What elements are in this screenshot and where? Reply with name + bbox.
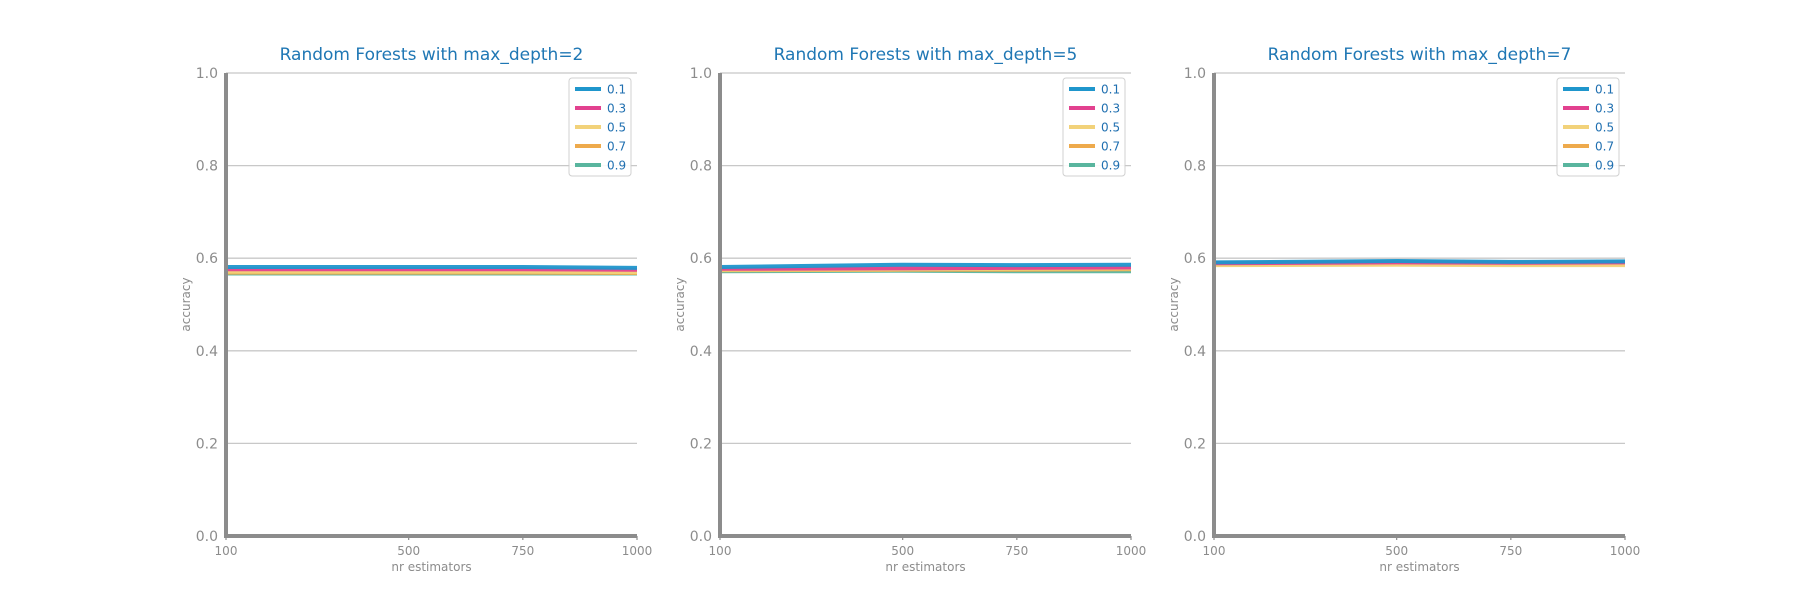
chart-3-y-tick-label-2: 0.4 xyxy=(1184,344,1206,360)
chart-2-legend-label-0.5: 0.5 xyxy=(1101,121,1120,135)
chart-2-x-tick-label-2: 750 xyxy=(1005,544,1028,558)
chart-1-x-tick-label-2: 750 xyxy=(511,544,534,558)
chart-2-x-tick-label-1: 500 xyxy=(891,544,914,558)
chart-1-x-tick-label-1: 500 xyxy=(397,544,420,558)
chart-3-legend-label-0.1: 0.1 xyxy=(1595,83,1614,97)
chart-1-x-tick-label-3: 1000 xyxy=(622,544,653,558)
chart-3-y-axis-label: accuracy xyxy=(1167,277,1181,331)
chart-1-y-tick-label-1: 0.2 xyxy=(196,436,218,452)
chart-3-x-tick-label-2: 750 xyxy=(1499,544,1522,558)
chart-1-title: Random Forests with max_depth=2 xyxy=(280,45,584,65)
chart-1-y-axis-label: accuracy xyxy=(179,277,193,331)
chart-3-y-tick-label-0: 0.0 xyxy=(1184,529,1206,545)
chart-2-y-axis-label: accuracy xyxy=(673,277,687,331)
chart-1-y-tick-label-4: 0.8 xyxy=(196,159,218,175)
chart-2-x-tick-label-3: 1000 xyxy=(1116,544,1147,558)
chart-1-y-tick-label-2: 0.4 xyxy=(196,344,218,360)
chart-1-legend-label-0.3: 0.3 xyxy=(607,102,626,116)
chart-2-legend-label-0.1: 0.1 xyxy=(1101,83,1120,97)
chart-2-y-tick-label-1: 0.2 xyxy=(690,436,712,452)
chart-1-legend-label-0.7: 0.7 xyxy=(607,140,626,154)
chart-3-y-tick-label-1: 0.2 xyxy=(1184,436,1206,452)
chart-1-y-tick-label-3: 0.6 xyxy=(196,251,218,267)
chart-1-x-tick-label-0: 100 xyxy=(215,544,238,558)
chart-1-series-line-0.5 xyxy=(226,269,638,275)
chart-1-series-line-0.1 xyxy=(226,265,638,270)
chart-2-y-tick-label-2: 0.4 xyxy=(690,344,712,360)
chart-1-legend-label-0.9: 0.9 xyxy=(607,159,626,173)
chart-2-y-tick-label-0: 0.0 xyxy=(690,529,712,545)
chart-1-legend-label-0.5: 0.5 xyxy=(607,121,626,135)
chart-3-series-line-0.1 xyxy=(1213,259,1626,265)
chart-3-legend-label-0.5: 0.5 xyxy=(1595,121,1614,135)
chart-3-legend-label-0.9: 0.9 xyxy=(1595,159,1614,173)
chart-3-x-tick-label-0: 100 xyxy=(1203,544,1226,558)
chart-3-y-tick-label-5: 1.0 xyxy=(1184,66,1206,82)
chart-1-y-tick-label-5: 1.0 xyxy=(196,66,218,82)
chart-2-series-line-0.3 xyxy=(719,265,1132,271)
chart-1-x-axis-label: nr estimators xyxy=(391,560,471,574)
chart-2-legend-label-0.3: 0.3 xyxy=(1101,102,1120,116)
chart-2-legend-label-0.7: 0.7 xyxy=(1101,140,1120,154)
chart-2-legend-label-0.9: 0.9 xyxy=(1101,159,1120,173)
chart-2-title: Random Forests with max_depth=5 xyxy=(774,45,1078,65)
chart-3-y-tick-label-3: 0.6 xyxy=(1184,251,1206,267)
chart-1-y-tick-label-0: 0.0 xyxy=(196,529,218,545)
chart-2-y-tick-label-5: 1.0 xyxy=(690,66,712,82)
chart-3-x-tick-label-3: 1000 xyxy=(1610,544,1641,558)
chart-2-x-axis-label: nr estimators xyxy=(885,560,965,574)
chart-3-x-axis-label: nr estimators xyxy=(1379,560,1459,574)
chart-3-title: Random Forests with max_depth=7 xyxy=(1268,45,1572,65)
chart-2-series-line-0.1 xyxy=(719,262,1132,269)
chart-3-legend-label-0.3: 0.3 xyxy=(1595,102,1614,116)
chart-3-x-tick-label-1: 500 xyxy=(1385,544,1408,558)
chart-2-x-tick-label-0: 100 xyxy=(709,544,732,558)
chart-2-y-tick-label-3: 0.6 xyxy=(690,251,712,267)
chart-3-legend-label-0.7: 0.7 xyxy=(1595,140,1614,154)
chart-3-y-tick-label-4: 0.8 xyxy=(1184,159,1206,175)
chart-2-y-tick-label-4: 0.8 xyxy=(690,159,712,175)
chart-1-series-line-0.3 xyxy=(226,267,638,272)
chart-1-legend-label-0.1: 0.1 xyxy=(607,83,626,97)
